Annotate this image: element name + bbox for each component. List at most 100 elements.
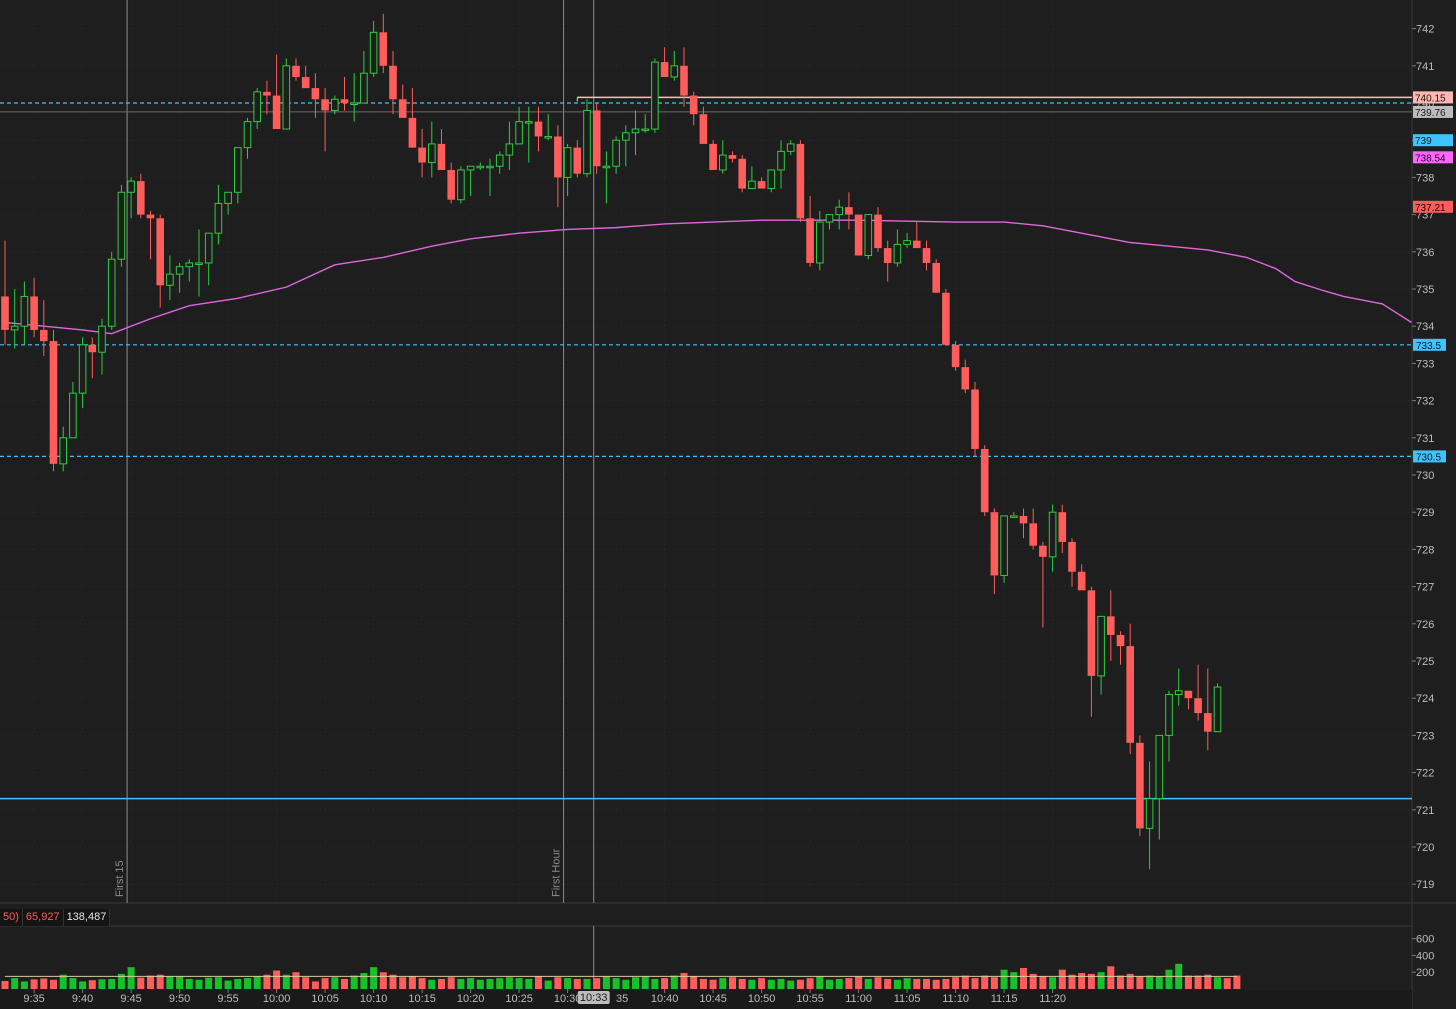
- volume-bar: [1214, 977, 1221, 989]
- candle-body: [670, 65, 679, 78]
- volume-bar: [127, 967, 135, 989]
- candle-body: [185, 262, 194, 268]
- candle-body: [980, 448, 989, 513]
- candle-body: [1019, 515, 1028, 524]
- volume-bar: [147, 975, 154, 989]
- candle-body: [30, 296, 38, 330]
- volume-bar: [709, 979, 717, 989]
- volume-bar: [360, 973, 368, 989]
- candle-body: [476, 165, 485, 169]
- volume-bar: [156, 974, 164, 989]
- candle-body: [272, 95, 281, 130]
- candle-body: [408, 117, 417, 148]
- candle-body: [680, 65, 688, 96]
- volume-bar: [486, 978, 494, 989]
- volume-bar: [1000, 969, 1008, 989]
- candle-body: [1, 296, 9, 330]
- candle-body: [340, 99, 349, 103]
- candle-body: [544, 135, 553, 139]
- volume-bar: [864, 978, 872, 989]
- volume-bar: [729, 977, 736, 989]
- price-tick-label: 725: [1416, 656, 1434, 668]
- price-tick-label: 741: [1416, 61, 1434, 73]
- candle-body: [825, 214, 834, 223]
- marker-label: First Hour: [551, 848, 563, 897]
- volume-bar: [1204, 974, 1212, 989]
- volume-bar: [1194, 975, 1202, 989]
- volume-bar: [758, 978, 766, 989]
- volume-bar: [438, 978, 445, 989]
- price-tick-label: 735: [1416, 284, 1434, 296]
- time-axis: 9:35 9:40 9:45 9:50 9:55 10:00 10:05 10:10 10:15…: [0, 989, 1412, 1009]
- price-labels: 740.15 739.76 739 738.54 737.21: [1413, 91, 1453, 214]
- volume-tick-label: 200: [1416, 967, 1434, 979]
- candle-body: [263, 91, 271, 96]
- cursor-time-label: 10:33: [580, 992, 608, 1004]
- candle-body: [224, 191, 232, 204]
- price-tag-label: 737.21: [1415, 203, 1446, 214]
- candle-body: [49, 341, 58, 464]
- volume-label-current: 65,927: [22, 909, 64, 926]
- price-tick-label: 726: [1416, 619, 1434, 631]
- candle-body: [932, 262, 940, 293]
- candle-body: [592, 110, 601, 167]
- volume-bar: [205, 977, 213, 989]
- volume-bar: [253, 976, 261, 989]
- candle-body: [466, 165, 475, 171]
- volume-bar: [719, 978, 727, 989]
- volume-bar: [612, 978, 620, 989]
- candle-body: [1136, 742, 1144, 829]
- volume-bar: [806, 978, 814, 989]
- volume-label-period: 50): [0, 909, 23, 926]
- volume-bar: [1155, 976, 1163, 989]
- volume-bar: [11, 978, 19, 989]
- volume-bar: [98, 979, 106, 989]
- volume-bar: [1233, 975, 1241, 989]
- volume-bar: [40, 978, 48, 989]
- candle-body: [1145, 798, 1154, 829]
- volume-bar: [835, 978, 843, 989]
- candle-body: [204, 232, 213, 264]
- candle-body: [525, 121, 533, 124]
- price-tick-label: 738: [1416, 172, 1434, 184]
- candle-body: [709, 143, 717, 170]
- candle-body: [253, 91, 261, 123]
- candle-body: [563, 147, 572, 178]
- candle-body: [20, 295, 29, 327]
- candle-body: [69, 392, 77, 439]
- candle-body: [1039, 545, 1047, 557]
- price-tag: [1413, 151, 1453, 164]
- volume-bar: [971, 978, 979, 989]
- candle-body: [1213, 686, 1222, 733]
- volume-bar: [777, 978, 785, 989]
- candle-body: [282, 65, 291, 130]
- volume-bar: [816, 976, 824, 989]
- volume-bar: [457, 978, 465, 989]
- time-tick-label: 10:05: [311, 993, 339, 1005]
- price-tick-label: 730: [1416, 470, 1434, 482]
- volume-bar: [602, 976, 610, 989]
- marker-label: First 15: [114, 860, 126, 897]
- candle-body: [137, 181, 145, 215]
- candle-body: [515, 121, 523, 145]
- volume-bar: [632, 977, 639, 989]
- time-tick-label: 10:40: [651, 993, 679, 1005]
- price-tag: [1413, 200, 1453, 213]
- volume-bar: [923, 978, 930, 989]
- volume-bar: [234, 978, 242, 989]
- candle-body: [360, 72, 368, 104]
- volume-bar: [1020, 968, 1027, 989]
- volume-bar: [544, 980, 552, 989]
- volume-bar: [214, 977, 222, 989]
- candle-body: [777, 150, 785, 171]
- candles: [1, 13, 1222, 870]
- candle-body: [389, 65, 397, 100]
- time-tick-label: 35: [616, 993, 628, 1005]
- volume-bar: [622, 979, 630, 989]
- candle-body: [175, 266, 184, 275]
- volume-bar: [1058, 969, 1066, 989]
- volume-labels: 50) 65,927 138,487: [0, 909, 111, 926]
- volume-bar: [1, 981, 9, 989]
- candle-body: [486, 165, 494, 169]
